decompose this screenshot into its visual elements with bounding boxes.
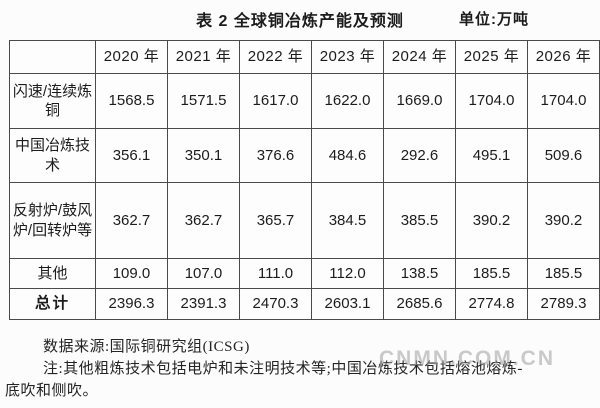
table-cell: 1622.0 bbox=[311, 73, 384, 129]
table-cell: 185.5 bbox=[527, 258, 600, 289]
table-cell: 2603.1 bbox=[311, 288, 384, 320]
table-cell: 362.7 bbox=[167, 182, 240, 259]
table-cell: 509.6 bbox=[527, 128, 600, 183]
column-header-2025: 2025 年 bbox=[455, 40, 528, 74]
table-cell: 385.5 bbox=[383, 182, 456, 259]
row-label-total: 总计 bbox=[9, 288, 96, 320]
table-cell: 384.5 bbox=[311, 182, 384, 259]
table-title: 表 2 全球铜冶炼产能及预测 bbox=[196, 13, 404, 30]
table-row-flash-smelting: 闪速/连续炼铜 1568.5 1571.5 1617.0 1622.0 1669… bbox=[9, 73, 600, 129]
capacity-table: 2020 年 2021 年 2022 年 2023 年 2024 年 2025 … bbox=[9, 40, 600, 320]
footnote-line-2: 底吹和侧吹。 bbox=[5, 383, 99, 399]
footer-notes: 数据来源:国际铜研究组(ICSG) 注:其他粗炼技术包括电炉和未注明技术等;中国… bbox=[5, 336, 597, 402]
column-header-2026: 2026 年 bbox=[527, 40, 600, 74]
table-cell: 1571.5 bbox=[167, 73, 240, 129]
table-cell: 112.0 bbox=[311, 258, 384, 289]
table-cell: 2774.8 bbox=[455, 288, 528, 320]
unit-label: 单位:万吨 bbox=[459, 11, 529, 28]
table-cell: 2685.6 bbox=[383, 288, 456, 320]
table-row-china-smelting: 中国冶炼技术 356.1 350.1 376.6 484.6 292.6 495… bbox=[9, 128, 600, 183]
table-cell: 1568.5 bbox=[95, 73, 168, 129]
title-bar: 表 2 全球铜冶炼产能及预测 单位:万吨 bbox=[0, 7, 600, 31]
table-cell: 362.7 bbox=[95, 182, 168, 259]
data-source-note: 数据来源:国际铜研究组(ICSG) bbox=[43, 339, 250, 355]
table-cell: 1704.0 bbox=[527, 73, 600, 129]
footnote-line-1: 注:其他粗炼技术包括电炉和未注明技术等;中国冶炼技术包括熔池熔炼- bbox=[43, 361, 523, 377]
table-cell: 111.0 bbox=[239, 258, 312, 289]
table-cell: 350.1 bbox=[167, 128, 240, 183]
row-label: 反射炉/鼓风炉/回转炉等 bbox=[9, 182, 96, 259]
table-cell: 1617.0 bbox=[239, 73, 312, 129]
table-cell: 1704.0 bbox=[455, 73, 528, 129]
table-cell: 2391.3 bbox=[167, 288, 240, 320]
column-header-empty bbox=[9, 40, 96, 74]
table-cell: 484.6 bbox=[311, 128, 384, 183]
table-cell: 2396.3 bbox=[95, 288, 168, 320]
table-cell: 138.5 bbox=[383, 258, 456, 289]
column-header-2022: 2022 年 bbox=[239, 40, 312, 74]
table-cell: 365.7 bbox=[239, 182, 312, 259]
table-cell: 1669.0 bbox=[383, 73, 456, 129]
table-cell: 376.6 bbox=[239, 128, 312, 183]
row-label: 其他 bbox=[9, 258, 96, 289]
table-cell: 356.1 bbox=[95, 128, 168, 183]
table-cell: 495.1 bbox=[455, 128, 528, 183]
table-cell: 2470.3 bbox=[239, 288, 312, 320]
table-cell: 107.0 bbox=[167, 258, 240, 289]
table-cell: 2789.3 bbox=[527, 288, 600, 320]
column-header-2021: 2021 年 bbox=[167, 40, 240, 74]
column-header-2023: 2023 年 bbox=[311, 40, 384, 74]
header-row: 2020 年 2021 年 2022 年 2023 年 2024 年 2025 … bbox=[9, 40, 600, 74]
row-label: 闪速/连续炼铜 bbox=[9, 73, 96, 129]
table-cell: 390.2 bbox=[455, 182, 528, 259]
table-cell: 390.2 bbox=[527, 182, 600, 259]
table-cell: 109.0 bbox=[95, 258, 168, 289]
column-header-2020: 2020 年 bbox=[95, 40, 168, 74]
table-row-total: 总计 2396.3 2391.3 2470.3 2603.1 2685.6 27… bbox=[9, 288, 600, 320]
table-row-reverberatory-furnace: 反射炉/鼓风炉/回转炉等 362.7 362.7 365.7 384.5 385… bbox=[9, 182, 600, 259]
table-cell: 185.5 bbox=[455, 258, 528, 289]
table-row-other: 其他 109.0 107.0 111.0 112.0 138.5 185.5 1… bbox=[9, 258, 600, 289]
row-label: 中国冶炼技术 bbox=[9, 128, 96, 183]
column-header-2024: 2024 年 bbox=[383, 40, 456, 74]
table-cell: 292.6 bbox=[383, 128, 456, 183]
